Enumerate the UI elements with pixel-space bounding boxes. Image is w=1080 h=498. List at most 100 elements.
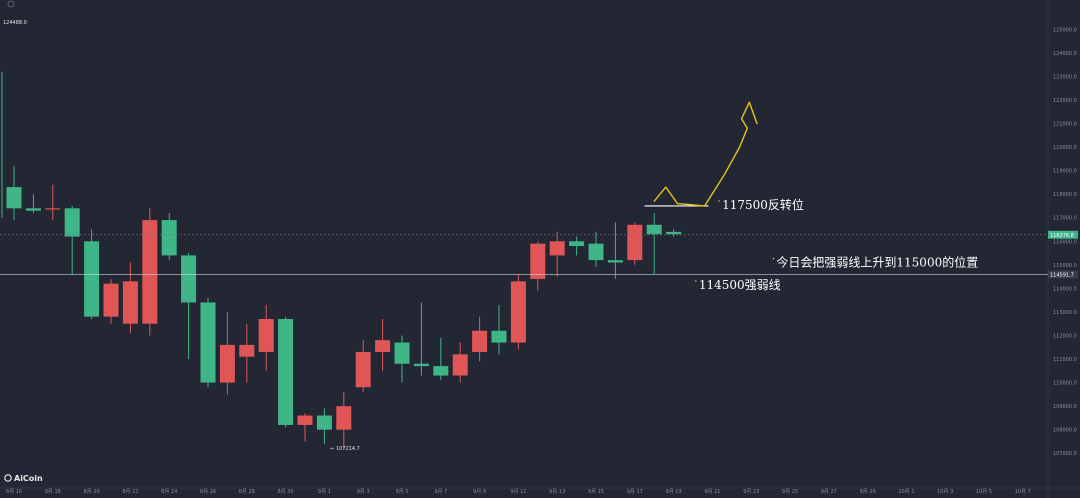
x-tick-label: 9月 15	[588, 489, 604, 495]
y-tick-label: 107000.0	[1053, 451, 1077, 457]
candle-body	[200, 302, 216, 383]
x-tick-label: 10月 5	[976, 489, 992, 495]
x-tick-label: 9月 13	[549, 489, 565, 495]
y-tick-label: 124000.0	[1053, 51, 1077, 57]
candle-body	[64, 208, 80, 237]
candle-body	[607, 260, 623, 263]
candle-body	[181, 255, 197, 303]
candle-body	[530, 243, 546, 279]
candle-body	[84, 241, 100, 317]
x-tick-label: 9月 3	[357, 489, 370, 495]
overlay-layer: 116276.8 114591.7 117500反转位今日会把强弱线上升到11500…	[0, 101, 1078, 452]
x-tick-label: 8月 28	[239, 489, 255, 495]
current-price-tag	[1048, 230, 1078, 239]
x-tick-label: 9月 25	[782, 489, 798, 495]
x-tick-label: 9月 1	[318, 489, 331, 495]
x-tick-label: 8月 26	[200, 489, 216, 495]
x-tick-label: 9月 29	[860, 489, 876, 495]
x-tick-label: 9月 17	[627, 489, 643, 495]
annotation-dot	[718, 200, 720, 202]
candle-body	[666, 231, 682, 235]
candle-body	[588, 243, 604, 261]
candle-body	[278, 318, 294, 425]
x-tick-label: 9月 5	[396, 489, 409, 495]
candle-body	[413, 363, 429, 367]
y-tick-label: 113000.0	[1053, 310, 1077, 316]
candle-body	[258, 318, 274, 352]
candle-body	[394, 342, 410, 364]
y-tick-label: 111000.0	[1053, 357, 1077, 363]
candle-body	[6, 187, 22, 209]
aicoin-logo-icon	[4, 474, 12, 482]
x-tick-label: 10月 3	[937, 489, 953, 495]
x-tick-label: 8月 18	[45, 489, 61, 495]
candle-body	[510, 281, 526, 343]
candles-layer	[1, 71, 682, 449]
y-tick-label: 114000.0	[1053, 286, 1077, 292]
strength-line-tag	[1048, 270, 1078, 279]
y-tick-label: 119000.0	[1053, 169, 1077, 175]
y-tick-label: 120000.0	[1053, 145, 1077, 151]
candle-body	[627, 224, 643, 261]
logo-text: AiCoin	[14, 474, 43, 483]
strength-line-label: 114591.7	[1050, 272, 1074, 278]
y-tick-label: 112000.0	[1053, 333, 1077, 339]
settings-icon[interactable]	[7, 0, 15, 8]
high-marker-label: 124488.0	[3, 20, 27, 26]
x-tick-label: 10月 7	[1015, 489, 1031, 495]
candle-body	[219, 344, 235, 383]
candle-body	[161, 220, 177, 256]
x-tick-label: 9月 23	[743, 489, 759, 495]
x-tick-label: 10月 1	[898, 489, 914, 495]
candle-body	[142, 220, 158, 324]
x-tick-label: 9月 21	[704, 489, 720, 495]
y-tick-label: 125000.0	[1053, 27, 1077, 33]
y-tick-label: 117000.0	[1053, 216, 1077, 222]
y-tick-label: 115000.0	[1053, 263, 1077, 269]
candle-body	[375, 340, 391, 352]
x-tick-label: 9月 27	[821, 489, 837, 495]
candle-body	[472, 330, 488, 352]
annotation-text-0: 117500反转位	[722, 197, 804, 212]
y-tick-label: 116000.0	[1053, 239, 1077, 245]
annotation-dot	[772, 258, 775, 260]
x-tick-label: 8月 20	[84, 489, 100, 495]
candle-body	[239, 344, 255, 357]
x-tick-label: 9月 9	[473, 489, 486, 495]
candle-body	[25, 208, 41, 211]
candle-body	[336, 406, 352, 430]
y-tick-label: 122000.0	[1053, 98, 1077, 104]
y-tick-label: 123000.0	[1053, 74, 1077, 80]
x-tick-label: 9月 19	[666, 489, 682, 495]
x-tick-label: 9月 7	[434, 489, 447, 495]
candle-body	[569, 241, 585, 246]
candle-body	[355, 351, 371, 388]
y-tick-label: 108000.0	[1053, 428, 1077, 434]
y-tick-label: 109000.0	[1053, 404, 1077, 410]
y-tick-label: 110000.0	[1053, 381, 1077, 387]
candle-body	[103, 283, 119, 317]
annotation-dot	[695, 280, 697, 282]
candle-body	[452, 354, 468, 376]
aicoin-logo: AiCoin	[4, 474, 43, 483]
x-tick-label: 8月 22	[122, 489, 138, 495]
candle-body	[646, 224, 662, 235]
candle-body	[122, 281, 138, 324]
current-price-label: 116276.8	[1050, 233, 1074, 239]
axis-layer: 125000.0 124000.0 123000.0 122000.0 121000.0…	[6, 27, 1077, 495]
x-tick-label: 8月 30	[278, 489, 294, 495]
candle-body	[433, 366, 449, 376]
annotation-text-1: 今日会把强弱线上升到115000的位置	[776, 255, 978, 270]
y-tick-label: 121000.0	[1053, 122, 1077, 128]
candle-body	[549, 241, 565, 256]
candle-body	[316, 415, 332, 430]
candle-body	[45, 208, 61, 210]
candle-body	[491, 330, 507, 343]
x-tick-label: 9月 11	[510, 489, 526, 495]
y-tick-label: 118000.0	[1053, 192, 1077, 198]
low-marker-label: ← 107214.7	[330, 446, 360, 452]
forecast-path	[653, 101, 758, 207]
x-tick-label: 8月 16	[6, 489, 22, 495]
